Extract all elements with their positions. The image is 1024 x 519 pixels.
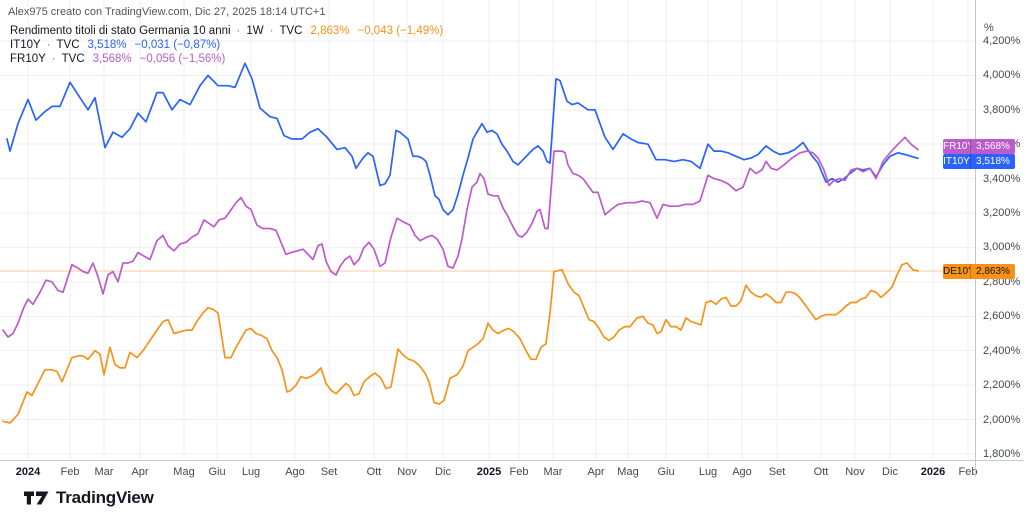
legend-main-exchange: TVC [279, 25, 303, 37]
price-axis-unit: % [984, 22, 994, 34]
price-axis[interactable]: % 4,200% 4,000% 3,800% 3,600% 3,400% 3,200% 3,… [975, 0, 1024, 460]
legend-value: 3,518% [87, 39, 127, 51]
time-tick-label: Dic [882, 466, 898, 478]
time-tick-label: Giu [657, 466, 675, 478]
legend-main-row[interactable]: Rendimento titoli di stato Germania 10 a… [10, 25, 444, 37]
time-tick-label: Apr [131, 466, 149, 478]
price-tick-label: 4,000% [983, 69, 1021, 82]
legend-row-fr10y[interactable]: FR10Y · TVC 3,568% −0,056 (−1,56%) [10, 53, 443, 65]
legend-separator: · [269, 25, 274, 37]
legend-main-title: Rendimento titoli di stato Germania 10 a… [10, 25, 231, 37]
time-tick-label: Lug [241, 466, 261, 478]
legend-exchange: TVC [56, 39, 80, 51]
time-axis[interactable]: 2024 Feb Mar Apr Mag Giu Lug Ago Set Ott Nov Dic 202… [0, 460, 1024, 485]
legend-separator: · [46, 39, 51, 51]
time-tick-label: Set [768, 466, 786, 478]
legend-separator: · [51, 53, 56, 65]
time-tick-label: Lug [698, 466, 718, 478]
tradingview-wordmark: TradingView [56, 488, 154, 507]
time-tick-label: 2024 [15, 466, 41, 478]
time-tick-label: Dic [435, 466, 451, 478]
legend-main-value: 2,863% [310, 25, 350, 37]
time-tick-label: Mag [173, 466, 195, 478]
price-tick-label: 2,400% [983, 344, 1021, 357]
time-tick-label: Ago [285, 466, 305, 478]
tradingview-logo-icon [24, 491, 49, 505]
attribution-text: Alex975 creato con TradingView.com, Dic … [8, 6, 326, 18]
price-tick-label: 2,200% [983, 379, 1021, 392]
price-tick-label: 3,200% [983, 207, 1021, 220]
time-tick-label: Nov [845, 466, 865, 478]
price-tick-label: 3,600% [983, 138, 1021, 151]
tradingview-logo[interactable]: TradingView [24, 488, 154, 508]
time-tick-label: Ott [813, 466, 829, 478]
time-tick-label: Nov [397, 466, 417, 478]
price-tick-label: 2,800% [983, 275, 1021, 288]
footer: TradingView [24, 486, 154, 510]
time-tick-label: Feb [60, 466, 80, 478]
legend-separator: · [236, 25, 241, 37]
legend-exchange: TVC [61, 53, 85, 65]
price-tick-label: 3,000% [983, 241, 1021, 254]
time-tick-label: 2026 [920, 466, 946, 478]
price-tick-label: 3,400% [983, 172, 1021, 185]
time-tick-label: Mar [543, 466, 563, 478]
price-tick-label: 2,600% [983, 310, 1021, 323]
chart-canvas [0, 0, 975, 460]
price-tick-label: 4,200% [983, 34, 1021, 47]
time-tick-label: Mag [617, 466, 639, 478]
chart-legend: Alex975 creato con TradingView.com, Dic … [8, 4, 443, 68]
time-tick-label: Feb [509, 466, 529, 478]
time-tick-label: Giu [208, 466, 226, 478]
legend-change: −0,056 (−1,56%) [139, 53, 226, 65]
legend-row-it10y[interactable]: IT10Y · TVC 3,518% −0,031 (−0,87%) [10, 39, 443, 51]
legend-symbol: FR10Y [10, 53, 46, 65]
chart-plot-area[interactable] [0, 0, 975, 460]
time-tick-label: 2025 [476, 466, 502, 478]
legend-change: −0,031 (−0,87%) [134, 39, 221, 51]
time-tick-label: Set [320, 466, 338, 478]
time-tick-label: Ago [732, 466, 752, 478]
legend-main-change: −0,043 (−1,49%) [357, 25, 444, 37]
price-tick-label: 2,000% [983, 413, 1021, 426]
time-tick-label: Feb [958, 466, 978, 478]
price-tick-label: 1,800% [983, 447, 1021, 460]
price-tick-label: 3,800% [983, 103, 1021, 116]
time-tick-label: Mar [94, 466, 114, 478]
legend-main-interval: 1W [246, 25, 264, 37]
axis-corner-divider [975, 461, 976, 477]
legend-symbol: IT10Y [10, 39, 41, 51]
legend-value: 3,568% [92, 53, 132, 65]
time-tick-label: Ott [366, 466, 382, 478]
time-tick-label: Apr [587, 466, 605, 478]
